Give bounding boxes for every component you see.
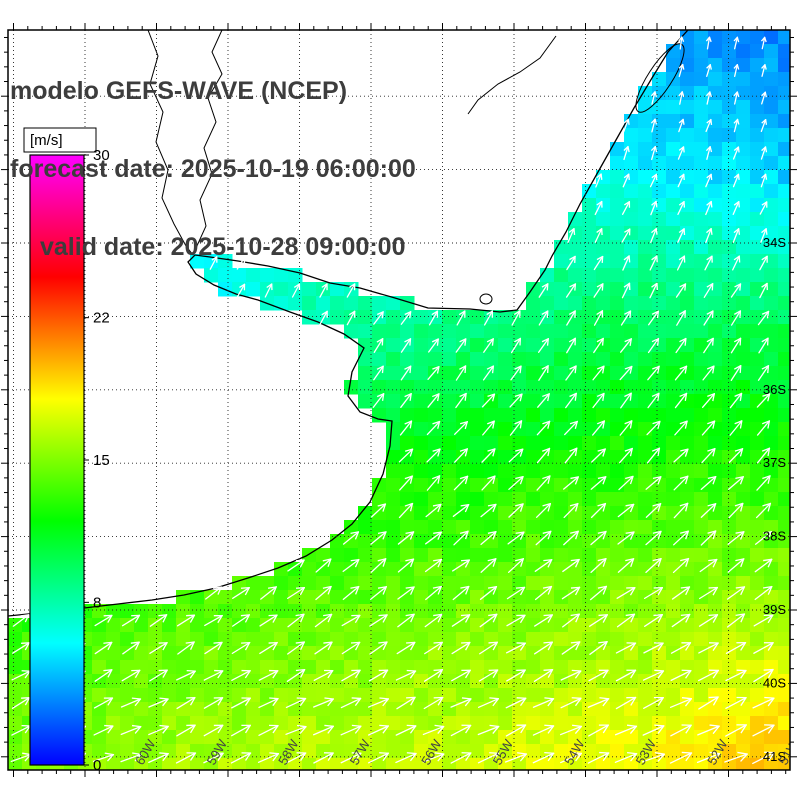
colorbar-unit-box [23, 127, 97, 153]
river-line [467, 35, 557, 115]
colorbar-tick-label: 15 [93, 452, 110, 469]
lat-label: 36S [763, 382, 786, 397]
grid-lines [8, 30, 790, 770]
lat-label: 39S [763, 602, 786, 617]
colorbar-gradient [29, 154, 85, 766]
lat-label: 40S [763, 675, 786, 690]
ocean-heatmap [8, 30, 790, 770]
coastline-layer [8, 30, 689, 617]
river-line [147, 30, 194, 256]
coastline [8, 30, 689, 617]
colorbar-tick-label: 8 [93, 594, 101, 611]
lat-label: 38S [763, 529, 786, 544]
lat-label: 41S [763, 749, 786, 764]
colorbar-unit-label: [m/s] [30, 132, 63, 149]
colorbar-tick-label: 22 [93, 310, 110, 327]
lagoon-contour [479, 293, 493, 305]
lagoon-contour [635, 43, 685, 113]
lat-label: 34S [763, 235, 786, 250]
colorbar: [m/s] 0 8 15 22 30 [23, 127, 110, 774]
colorbar-tick-label: 0 [93, 757, 101, 774]
colorbar-tick-label: 30 [93, 147, 110, 164]
map-frame [1, 23, 797, 777]
lat-label: 37S [763, 455, 786, 470]
river-line [192, 30, 223, 256]
